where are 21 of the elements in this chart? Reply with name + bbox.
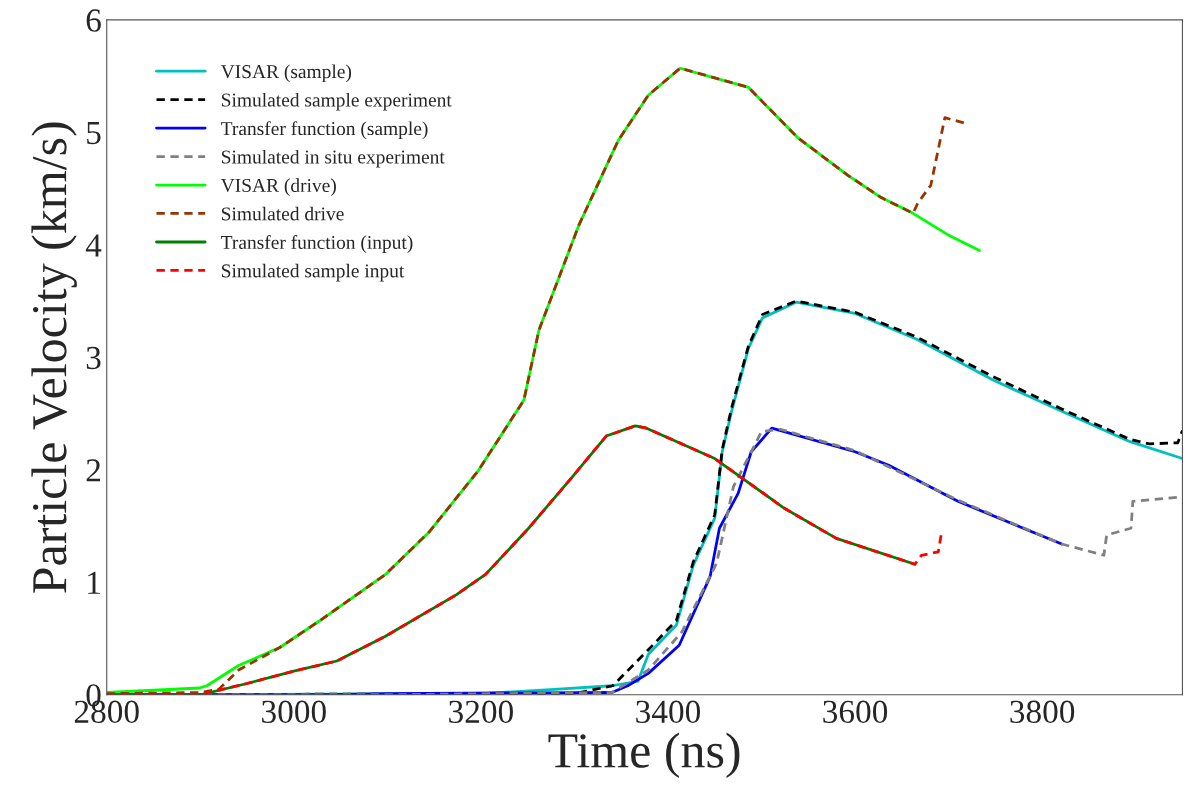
x-tick-label: 3400 (636, 700, 701, 724)
y-tick-label: 6 (86, 9, 101, 32)
legend-label: Transfer function (sample) (221, 121, 428, 140)
x-tick-label: 3600 (823, 700, 888, 724)
legend-label: Simulated sample experiment (221, 92, 452, 111)
legend-label: Simulated drive (221, 206, 344, 221)
y-axis-title: Particle Velocity (km/s) (31, 122, 77, 593)
legend-label: Simulated sample input (221, 263, 405, 282)
y-tick-label: 4 (85, 234, 102, 257)
x-axis-title: Time (ns) (548, 732, 740, 778)
legend-label: VISAR (sample) (220, 64, 352, 83)
x-tick-label: 3200 (449, 700, 513, 724)
y-tick-label: 1 (88, 571, 100, 594)
x-tick-label: 3800 (1010, 700, 1075, 724)
y-tick-label: 3 (86, 346, 101, 370)
y-tick-label: 2 (86, 459, 101, 482)
legend-label: VISAR (drive) (220, 178, 336, 196)
x-tick-label: 3000 (262, 700, 326, 724)
legend-label: Transfer function (input) (221, 235, 413, 253)
legend-label: Simulated in situ experiment (221, 149, 445, 168)
y-tick-label: 5 (87, 122, 101, 145)
